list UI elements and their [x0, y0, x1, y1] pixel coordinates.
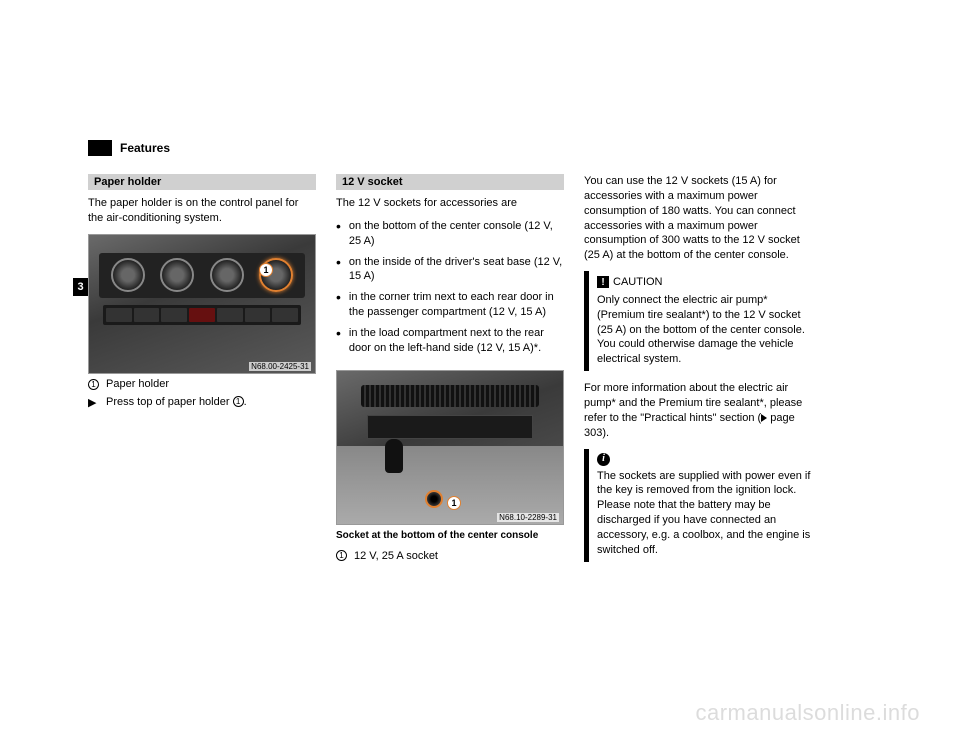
panel-button-icon	[106, 308, 132, 322]
panel-button-icon	[245, 308, 271, 322]
dial-icon	[111, 258, 145, 292]
legend-text: 12 V, 25 A socket	[354, 550, 438, 562]
column-3: You can use the 12 V sockets (15 A) for …	[584, 174, 812, 572]
caution-body: Only connect the electric air pump* (Pre…	[597, 293, 812, 367]
figure-code: N68.00-2425-31	[249, 362, 311, 371]
section-paper-holder: Paper holder	[88, 174, 316, 190]
page-header: Features	[88, 140, 170, 156]
column-2: 12 V socket The 12 V sockets for accesso…	[336, 174, 564, 572]
info-block: i The sockets are supplied with power ev…	[584, 449, 812, 562]
figure-code: N68.10-2289-31	[497, 513, 559, 522]
list-item: on the inside of the driver's seat base …	[336, 255, 564, 285]
socket-intro: The 12 V sockets for accessories are	[336, 196, 564, 211]
caution-title: ! CAUTION	[597, 275, 812, 290]
panel-button-icon	[272, 308, 298, 322]
more-info-text: For more information about the electric …	[584, 381, 812, 440]
manual-page: Features 3 Paper holder The paper holder…	[0, 0, 960, 612]
header-title: Features	[120, 141, 170, 155]
caution-block: ! CAUTION Only connect the electric air …	[584, 271, 812, 371]
panel-button-icon	[134, 308, 160, 322]
legend-item: 1 Paper holder	[88, 378, 316, 390]
socket-icon	[425, 490, 443, 508]
gear-shifter-icon	[385, 439, 403, 473]
storage-shelf-icon	[367, 415, 533, 439]
legend-item: 1 12 V, 25 A socket	[336, 550, 564, 562]
dial-icon	[210, 258, 244, 292]
watermark-text: carmanualsonline.info	[695, 700, 920, 726]
list-item: in the corner trim next to each rear doo…	[336, 290, 564, 320]
figure-caption: Socket at the bottom of the center conso…	[336, 529, 564, 542]
figure-climate-panel: 1 N68.00-2425-31	[88, 234, 316, 374]
content-columns: Paper holder The paper holder is on the …	[88, 174, 872, 572]
list-item: on the bottom of the center console (12 …	[336, 219, 564, 249]
callout-1-icon: 1	[259, 263, 273, 277]
info-icon: i	[597, 453, 610, 466]
legend-number: 1	[336, 550, 348, 561]
list-item: in the load compartment next to the rear…	[336, 326, 564, 356]
socket-location-list: on the bottom of the center console (12 …	[336, 219, 564, 362]
instruction-line: ▶ Press top of paper holder 1.	[88, 396, 316, 409]
legend-text: Paper holder	[106, 378, 169, 390]
callout-1-icon: 1	[447, 496, 461, 510]
button-row	[103, 305, 301, 325]
hazard-button-icon	[189, 308, 215, 322]
caution-label: CAUTION	[613, 275, 663, 290]
section-12v-socket: 12 V socket	[336, 174, 564, 190]
legend-number: 1	[88, 379, 100, 390]
paper-holder-intro: The paper holder is on the control panel…	[88, 196, 316, 226]
panel-button-icon	[161, 308, 187, 322]
instruction-arrow-icon: ▶	[88, 396, 100, 409]
figure-center-console: 1 N68.10-2289-31	[336, 370, 564, 525]
column-1: Paper holder The paper holder is on the …	[88, 174, 316, 572]
dial-icon	[160, 258, 194, 292]
chapter-thumb-tab: 3	[73, 278, 88, 296]
vent-strip-icon	[361, 385, 539, 407]
panel-button-icon	[217, 308, 243, 322]
info-body: The sockets are supplied with power even…	[597, 469, 812, 558]
header-marker	[88, 140, 112, 156]
info-title: i	[597, 453, 812, 466]
climate-controls-strip	[99, 253, 305, 298]
instruction-text: Press top of paper holder 1.	[106, 396, 247, 409]
warning-icon: !	[597, 276, 609, 288]
power-description: You can use the 12 V sockets (15 A) for …	[584, 174, 812, 263]
